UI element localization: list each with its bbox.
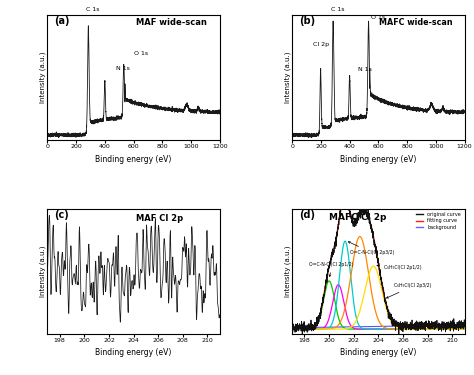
Text: O=C-N-Cl(Cl 2p1/2): O=C-N-Cl(Cl 2p1/2) <box>310 262 354 276</box>
Text: C₆H₅Cl(Cl 2p3/2): C₆H₅Cl(Cl 2p3/2) <box>386 284 432 298</box>
X-axis label: Binding energy (eV): Binding energy (eV) <box>340 348 417 357</box>
Text: Cl 2p: Cl 2p <box>313 42 329 47</box>
Text: (d): (d) <box>299 210 315 219</box>
X-axis label: Binding energy (eV): Binding energy (eV) <box>340 155 417 164</box>
Text: MAFC Cl 2p: MAFC Cl 2p <box>329 213 386 222</box>
Text: (b): (b) <box>299 16 315 26</box>
Text: N 1s: N 1s <box>358 67 372 72</box>
Text: O 1s: O 1s <box>134 51 148 56</box>
Text: C₆H₅Cl(Cl 2p1/2): C₆H₅Cl(Cl 2p1/2) <box>377 265 422 270</box>
Legend: original curve, fitting curve, background: original curve, fitting curve, backgroun… <box>415 211 462 231</box>
Y-axis label: Intensity (a.u.): Intensity (a.u.) <box>284 246 291 297</box>
Text: (c): (c) <box>55 210 69 219</box>
Y-axis label: Intensity (a.u.): Intensity (a.u.) <box>39 52 46 103</box>
Text: N 1s: N 1s <box>116 66 130 71</box>
Text: MAF wide-scan: MAF wide-scan <box>136 18 207 27</box>
Text: MAFC wide-scan: MAFC wide-scan <box>380 18 453 27</box>
Text: (a): (a) <box>55 16 70 26</box>
Text: C 1s: C 1s <box>331 7 345 12</box>
Y-axis label: Intensity (a.u.): Intensity (a.u.) <box>284 52 291 103</box>
Text: C 1s: C 1s <box>86 7 100 12</box>
Text: MAF Cl 2p: MAF Cl 2p <box>136 214 183 223</box>
X-axis label: Binding energy (eV): Binding energy (eV) <box>95 155 172 164</box>
Y-axis label: Intensity (a.u.): Intensity (a.u.) <box>39 246 46 297</box>
X-axis label: Binding energy (eV): Binding energy (eV) <box>95 348 172 357</box>
Text: O=C-N-Cl(Cl 2p3/2): O=C-N-Cl(Cl 2p3/2) <box>348 242 394 255</box>
Text: O 1s: O 1s <box>371 15 385 20</box>
